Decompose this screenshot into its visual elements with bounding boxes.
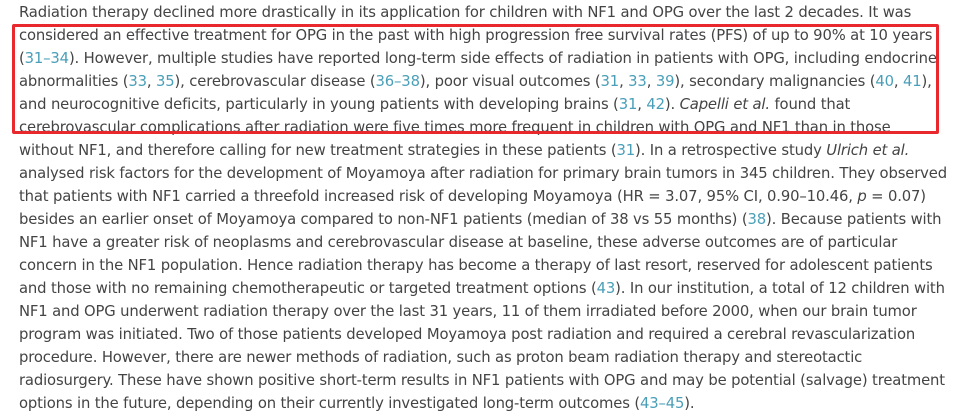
body-text: ). In our institution, a total of 12 chi… [615,280,945,297]
body-text: that patients with NF1 carried a threefo… [19,188,858,205]
body-text: and neurocognitive deficits, particularl… [19,96,619,113]
body-text: program was initiated. Two of those pati… [19,326,916,343]
italic-text: p [857,188,867,205]
body-text: ). [664,96,680,113]
body-text: ). Because patients with [766,211,942,228]
citation-link[interactable]: 33 [128,73,147,90]
body-text: ), poor visual outcomes ( [419,73,601,90]
body-text: found that [769,96,851,113]
citation-link[interactable]: 39 [655,73,675,90]
paragraph-line: NF1 have a greater risk of neoplasms and… [19,231,964,254]
body-text: Radiation therapy declined more drastica… [19,4,912,21]
paragraph-line: concern in the NF1 population. Hence rad… [19,254,964,277]
body-text: analysed risk factors for the developmen… [19,165,947,182]
body-text: besides an earlier onset of Moyamoya com… [19,211,748,228]
body-text: cerebrovascular complications after radi… [19,119,891,136]
body-text: considered an effective treatment for OP… [19,27,933,44]
paragraph-line: besides an earlier onset of Moyamoya com… [19,208,964,231]
paragraph-line: and neurocognitive deficits, particularl… [19,93,964,116]
body-text: ). In a retrospective study [635,142,827,159]
citation-link[interactable]: 33 [628,73,647,90]
citation-link[interactable]: 36–38 [375,73,420,90]
body-text: , [646,73,656,90]
citation-link[interactable]: 42 [646,96,665,113]
citation-link[interactable]: 38 [747,211,766,228]
paragraph-line: radiosurgery. These have shown positive … [19,369,964,392]
body-text: abnormalities ( [19,73,129,90]
body-text: ). However, multiple studies have report… [68,50,937,67]
paragraph-line: analysed risk factors for the developmen… [19,162,964,185]
paragraph-line: and those with no remaining chemotherape… [19,277,964,300]
body-text: , [619,73,629,90]
body-text: , [893,73,903,90]
body-text: , [637,96,647,113]
paragraph-line: cerebrovascular complications after radi… [19,116,964,139]
paragraph-line: options in the future, depending on thei… [19,392,964,415]
body-text: ). [684,395,695,412]
body-text: procedure. However, there are newer meth… [19,349,863,366]
body-text: ), secondary malignancies ( [674,73,876,90]
body-text: options in the future, depending on thei… [19,395,640,412]
citation-link[interactable]: 35 [156,73,175,90]
body-text: NF1 have a greater risk of neoplasms and… [19,234,898,251]
paragraph-line: without NF1, and therefore calling for n… [19,139,964,162]
citation-link[interactable]: 43–45 [639,395,685,412]
paragraph-line: (31–34). However, multiple studies have … [19,47,964,70]
paragraph-line: abnormalities (33, 35), cerebrovascular … [19,70,964,93]
paragraph-line: Radiation therapy declined more drastica… [19,1,964,24]
body-text: , [146,73,157,90]
body-text: and those with no remaining chemotherape… [19,280,597,297]
body-text: = 0.07) [866,188,926,205]
italic-text: Ulrich et al. [826,142,910,159]
citation-link[interactable]: 31 [616,142,636,159]
citation-link[interactable]: 31 [600,73,620,90]
body-text: NF1 and OPG underwent radiation therapy … [19,303,917,320]
paragraph-line: NF1 and OPG underwent radiation therapy … [19,300,964,323]
citation-link[interactable]: 41 [902,73,922,90]
body-text: radiosurgery. These have shown positive … [19,372,945,389]
article-paragraph: Radiation therapy declined more drastica… [19,1,964,415]
italic-text: Capelli et al. [679,96,770,113]
body-text: concern in the NF1 population. Hence rad… [19,257,933,274]
body-text: ), cerebrovascular disease ( [174,73,376,90]
body-text: ( [19,50,25,67]
citation-link[interactable]: 40 [875,73,894,90]
citation-link[interactable]: 31 [618,96,638,113]
body-text: without NF1, and therefore calling for n… [19,142,617,159]
paragraph-line: that patients with NF1 carried a threefo… [19,185,964,208]
citation-link[interactable]: 43 [596,280,616,297]
body-text: ), [921,73,932,90]
paragraph-line: procedure. However, there are newer meth… [19,346,964,369]
paragraph-line: considered an effective treatment for OP… [19,24,964,47]
paragraph-line: program was initiated. Two of those pati… [19,323,964,346]
citation-link[interactable]: 31–34 [24,50,69,67]
